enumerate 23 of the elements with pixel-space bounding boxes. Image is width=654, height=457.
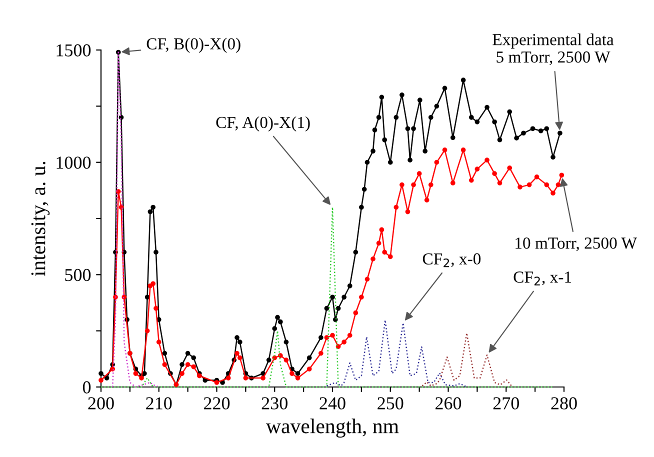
- y-tick-label: 1000: [56, 156, 91, 169]
- x-tick-label: 270: [493, 397, 519, 410]
- y-tick-label: 500: [65, 268, 91, 282]
- annotation: CF, B(0)-X(0): [146, 38, 240, 53]
- x-tick-label: 280: [551, 397, 577, 410]
- x-axis-title: wavelength, nm: [266, 418, 399, 438]
- x-tick-label: 200: [88, 397, 114, 410]
- annotation: 10 mTorr, 2500 W: [516, 238, 637, 252]
- annotation: CF$_{2}$, x-1: [514, 272, 572, 286]
- annotation: CF, A(0)-X(1): [216, 116, 310, 132]
- x-tick-label: 210: [146, 397, 172, 410]
- y-axis-title: intensity, a. u.: [31, 162, 50, 276]
- x-tick-label: 240: [320, 397, 346, 410]
- annotation: Experimental data 5 mTorr, 2500 W: [492, 34, 614, 66]
- x-tick-label: 220: [204, 397, 230, 410]
- x-tick-label: 230: [262, 397, 288, 410]
- y-tick-label: 0: [82, 381, 91, 394]
- y-tick-label: 1500: [56, 44, 91, 56]
- annotation: CF$_{2}$, x-0: [422, 253, 481, 268]
- line-series: [422, 332, 513, 387]
- x-tick-label: 260: [436, 397, 462, 410]
- x-tick-label: 250: [378, 397, 404, 410]
- line-series: [326, 319, 466, 387]
